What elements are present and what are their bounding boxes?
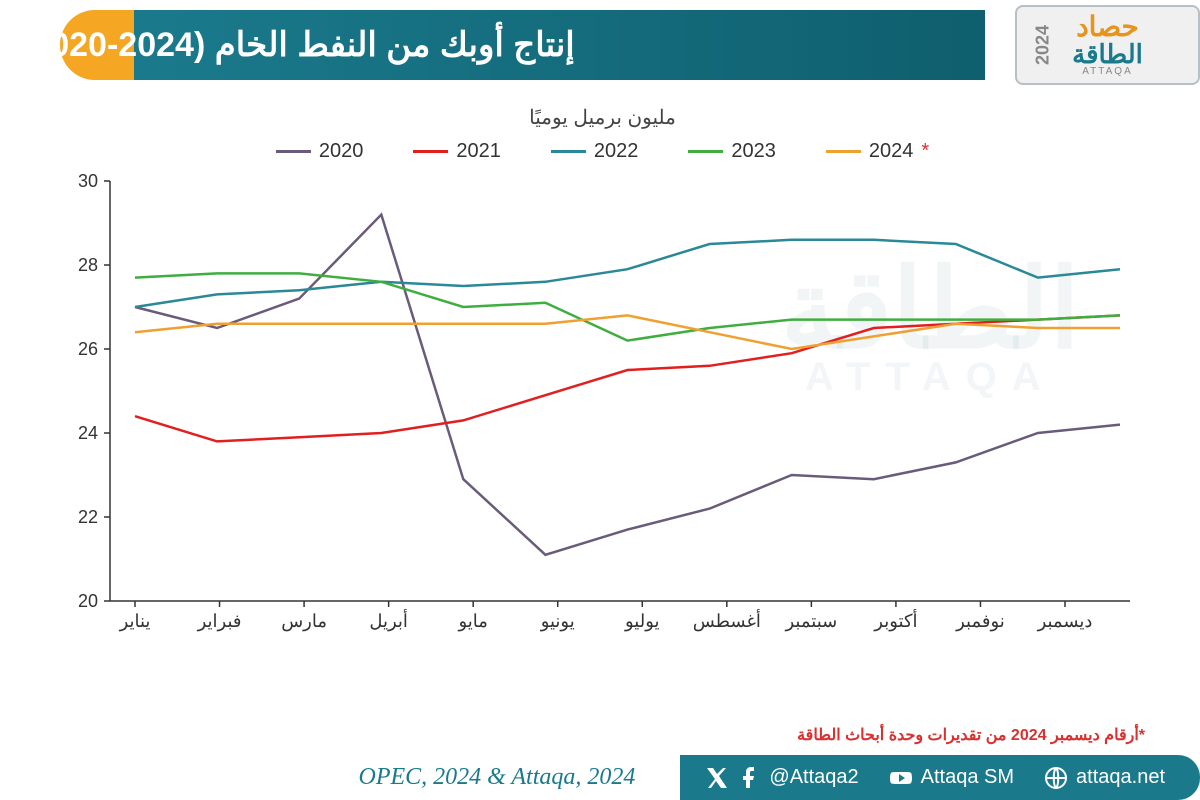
svg-text:يوليو: يوليو [624, 611, 660, 632]
legend: 2020 2021 2022 2023 2024* [55, 140, 1150, 163]
logo-sublabel: ATTAQA [1072, 67, 1143, 77]
legend-item: 2021 [413, 140, 501, 163]
svg-text:30: 30 [78, 171, 98, 191]
svg-text:سبتمبر: سبتمبر [785, 611, 838, 632]
svg-text:يونيو: يونيو [540, 611, 575, 632]
legend-item: 2020 [276, 140, 364, 163]
svg-text:يناير: يناير [119, 611, 151, 632]
svg-text:26: 26 [78, 339, 98, 359]
svg-text:24: 24 [78, 423, 98, 443]
svg-text:مايو: مايو [457, 611, 487, 632]
footer: @Attaqa2 Attaqa SM attaqa.net OPEC, 2024… [0, 755, 1200, 800]
svg-text:فبراير: فبراير [197, 611, 242, 632]
logo-line-2: الطاقة [1072, 41, 1143, 67]
legend-item: 2023 [688, 140, 776, 163]
svg-text:ديسمبر: ديسمبر [1037, 611, 1093, 632]
chart-area: مليون برميل يوميًا 20202021202220232024*… [55, 105, 1150, 720]
globe-icon [1044, 766, 1068, 790]
youtube-icon [889, 766, 913, 790]
facebook-icon [737, 766, 761, 790]
logo-line-1: حصاد [1072, 13, 1143, 41]
title-bar: إنتاج أوبك من النفط الخام (2024-2020) [20, 0, 985, 90]
svg-text:أبريل: أبريل [369, 609, 408, 632]
site-url: attaqa.net [1076, 766, 1165, 789]
logo-year: 2024 [1033, 25, 1054, 65]
source-attribution: OPEC, 2024 & Attaqa, 2024 [359, 764, 681, 791]
plot: 20 22 24 26 28 30 يناير فبراير مارس أبريل مايو يوني… [55, 171, 1150, 651]
svg-text:نوفمبر: نوفمبر [955, 611, 1005, 632]
svg-text:28: 28 [78, 255, 98, 275]
logo: 2024 حصاد الطاقة ATTAQA [1015, 5, 1200, 85]
social-handle-2: Attaqa SM [921, 766, 1014, 789]
header: 2024 حصاد الطاقة ATTAQA إنتاج أوبك من ال… [0, 0, 1200, 90]
svg-text:أغسطس: أغسطس [693, 609, 761, 632]
social-handle-1: @Attaqa2 [769, 766, 858, 789]
svg-text:20: 20 [78, 591, 98, 611]
x-icon [705, 766, 729, 790]
svg-text:أكتوبر: أكتوبر [873, 609, 917, 632]
footer-social: @Attaqa2 Attaqa SM attaqa.net [680, 755, 1200, 800]
footnote: *أرقام ديسمبر 2024 من تقديرات وحدة أبحاث… [797, 725, 1145, 745]
chart-subtitle: مليون برميل يوميًا [55, 105, 1150, 130]
svg-text:22: 22 [78, 507, 98, 527]
legend-item: 2022 [551, 140, 639, 163]
legend-item: 2024* [826, 140, 929, 163]
page-title: إنتاج أوبك من النفط الخام (2024-2020) [20, 25, 575, 65]
svg-text:مارس: مارس [281, 611, 327, 632]
